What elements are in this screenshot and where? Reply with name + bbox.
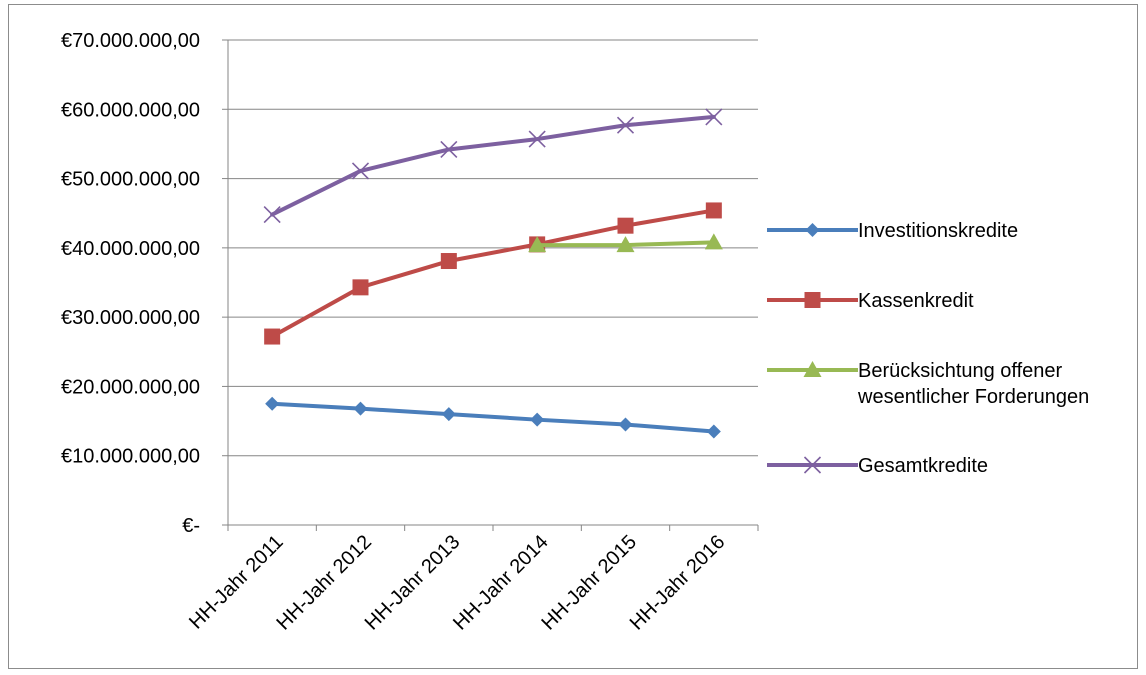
- triangle-marker: [528, 236, 547, 253]
- x-marker: [351, 162, 370, 180]
- square-marker: [617, 217, 634, 234]
- square-marker: [705, 202, 722, 219]
- x-marker: [440, 140, 458, 159]
- gridlines: [228, 39, 758, 457]
- y-tick-label: €-: [182, 515, 200, 537]
- y-tick-label: €20.000.000,00: [61, 376, 200, 398]
- series-line: [270, 114, 716, 217]
- legend: Investitionskredite Kassenkredit Berücksic…: [767, 220, 1089, 477]
- series-line: [270, 401, 716, 434]
- x-marker: [263, 206, 281, 224]
- x-marker-stroke: [705, 108, 723, 126]
- triangle-marker: [616, 236, 635, 253]
- y-tick-label: €30.000.000,00: [61, 307, 200, 329]
- y-axis-ticks: €- €10.000.000,00 €20.000.000,00 €30.000.00…: [61, 30, 228, 537]
- diamond-marker: [530, 412, 545, 427]
- x-marker: [528, 130, 546, 148]
- series-line: [270, 208, 716, 339]
- legend-label: Investitionskredite: [858, 220, 1018, 242]
- y-tick-label: €10.000.000,00: [61, 446, 200, 468]
- x-marker: [803, 456, 822, 474]
- series-2: [528, 233, 723, 253]
- x-marker-stroke: [263, 206, 281, 224]
- diamond-marker: [441, 407, 456, 422]
- series-3: [263, 108, 723, 224]
- y-tick-label: €40.000.000,00: [61, 238, 200, 260]
- legend-label: wesentlicher Forderungen: [857, 386, 1089, 408]
- y-tick-label: €60.000.000,00: [61, 99, 200, 121]
- diamond-marker: [353, 401, 368, 416]
- x-marker: [705, 108, 723, 126]
- x-tick-label: HH-Jahr 2016: [626, 531, 730, 635]
- diamond-marker: [265, 396, 280, 411]
- chart-frame: [8, 4, 1138, 669]
- x-marker-stroke: [440, 140, 458, 159]
- y-tick-label: €70.000.000,00: [61, 30, 200, 52]
- x-marker-stroke: [528, 130, 546, 148]
- x-marker-stroke: [616, 116, 635, 134]
- y-tick-label: €50.000.000,00: [61, 169, 200, 191]
- square-marker: [352, 279, 369, 296]
- legend-entry: Kassenkredit: [767, 290, 974, 312]
- legend-label: Kassenkredit: [858, 290, 974, 312]
- triangle-marker: [704, 233, 723, 250]
- diamond-marker: [805, 223, 820, 237]
- square-marker: [440, 253, 457, 270]
- square-marker: [804, 292, 821, 308]
- diamond-marker: [706, 424, 721, 439]
- legend-label: Gesamtkredite: [858, 455, 988, 477]
- triangle-marker: [803, 361, 822, 377]
- x-marker: [616, 116, 635, 134]
- series-1: [264, 202, 722, 345]
- square-marker: [264, 328, 281, 345]
- x-marker-stroke: [351, 162, 370, 180]
- legend-label: Berücksichtung offener: [858, 360, 1063, 382]
- series-group: [263, 108, 723, 439]
- series-0: [265, 396, 721, 439]
- legend-entry: Investitionskredite: [767, 220, 1018, 242]
- legend-entry: Gesamtkredite: [767, 455, 988, 477]
- legend-entry: Berücksichtung offener wesentlicher Forde…: [767, 360, 1089, 408]
- diamond-marker: [618, 417, 633, 432]
- x-marker-stroke: [803, 456, 822, 474]
